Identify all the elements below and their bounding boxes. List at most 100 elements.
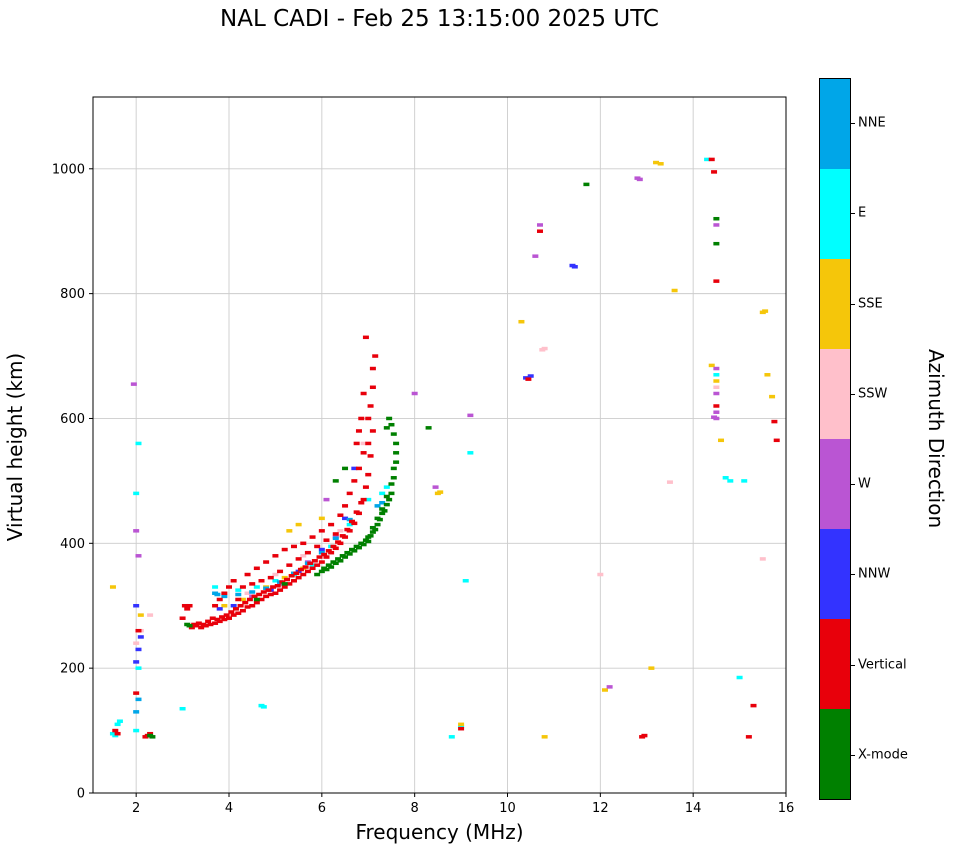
data-point bbox=[390, 466, 397, 471]
data-point bbox=[281, 582, 288, 586]
data-point bbox=[362, 485, 369, 489]
data-point bbox=[369, 385, 376, 390]
data-point bbox=[221, 594, 228, 599]
series-ssw bbox=[133, 346, 766, 645]
x-tick-label: 16 bbox=[778, 801, 795, 816]
data-point bbox=[360, 391, 367, 396]
data-point bbox=[263, 560, 270, 564]
data-point bbox=[133, 660, 140, 664]
data-point bbox=[302, 565, 309, 569]
data-point bbox=[346, 517, 353, 522]
data-point bbox=[256, 592, 263, 597]
data-point bbox=[133, 710, 140, 714]
y-tick-label: 1000 bbox=[52, 162, 85, 177]
data-point bbox=[355, 511, 362, 516]
data-point bbox=[207, 622, 214, 627]
data-point bbox=[212, 621, 219, 625]
data-point bbox=[374, 522, 381, 527]
data-point bbox=[212, 585, 219, 589]
data-point bbox=[736, 675, 743, 680]
series-nne bbox=[133, 500, 386, 714]
data-point bbox=[388, 422, 395, 427]
data-point bbox=[518, 319, 525, 324]
data-point bbox=[239, 597, 246, 602]
colorbar-tick bbox=[851, 123, 855, 125]
data-point bbox=[235, 592, 242, 597]
data-point bbox=[135, 697, 142, 702]
data-point bbox=[541, 346, 548, 351]
data-point bbox=[762, 309, 769, 313]
x-tick-label: 6 bbox=[318, 801, 326, 816]
chart-title: NAL CADI - Feb 25 13:15:00 2025 UTC bbox=[220, 6, 659, 32]
data-point bbox=[267, 592, 274, 597]
data-point bbox=[212, 603, 219, 608]
data-point bbox=[223, 613, 230, 617]
data-point bbox=[362, 335, 369, 340]
data-point bbox=[133, 728, 140, 733]
data-point bbox=[114, 722, 121, 727]
data-point bbox=[179, 616, 186, 620]
data-point bbox=[458, 724, 465, 728]
data-point bbox=[318, 550, 325, 555]
colorbar-tick bbox=[851, 393, 855, 395]
data-point bbox=[258, 597, 265, 602]
data-point bbox=[281, 585, 288, 589]
data-point bbox=[318, 547, 325, 552]
data-point bbox=[360, 451, 367, 455]
data-point bbox=[713, 379, 720, 383]
data-point bbox=[393, 460, 400, 464]
data-point bbox=[773, 438, 780, 443]
data-point bbox=[226, 616, 233, 620]
data-point bbox=[147, 613, 154, 617]
gridlines bbox=[93, 97, 787, 793]
data-point bbox=[337, 513, 344, 517]
data-point bbox=[425, 426, 432, 430]
data-point bbox=[239, 585, 246, 589]
data-point bbox=[713, 223, 720, 227]
colorbar-segment-nne bbox=[820, 79, 850, 169]
data-point bbox=[648, 666, 655, 670]
colorbar-tick bbox=[851, 754, 855, 756]
data-point bbox=[219, 615, 226, 619]
data-point bbox=[666, 480, 673, 484]
data-point bbox=[258, 579, 265, 583]
data-point bbox=[246, 597, 253, 602]
x-axis-label: Frequency (MHz) bbox=[355, 820, 524, 844]
data-point bbox=[300, 541, 307, 546]
data-point bbox=[379, 500, 386, 505]
data-point bbox=[244, 591, 251, 596]
data-point bbox=[367, 404, 374, 408]
data-point bbox=[332, 546, 339, 551]
data-point bbox=[272, 579, 279, 583]
data-point bbox=[722, 476, 729, 480]
series-vertical bbox=[112, 157, 780, 739]
data-point bbox=[149, 735, 156, 739]
data-point bbox=[379, 507, 386, 511]
data-point bbox=[750, 703, 757, 708]
data-point bbox=[367, 454, 374, 458]
data-point bbox=[216, 607, 223, 611]
data-point bbox=[130, 382, 137, 386]
data-point bbox=[342, 535, 349, 539]
data-point bbox=[260, 705, 267, 709]
data-point bbox=[657, 162, 664, 166]
data-point bbox=[342, 504, 349, 508]
data-point bbox=[272, 554, 279, 558]
series-w bbox=[130, 176, 720, 689]
data-point bbox=[135, 666, 142, 670]
data-point bbox=[235, 597, 242, 602]
data-point bbox=[704, 157, 711, 162]
data-point bbox=[713, 391, 720, 396]
data-point bbox=[332, 479, 339, 483]
data-point bbox=[369, 530, 376, 534]
data-point bbox=[244, 572, 251, 577]
data-point bbox=[351, 521, 358, 526]
data-point bbox=[713, 373, 720, 377]
data-point bbox=[713, 410, 720, 414]
data-point bbox=[314, 544, 321, 549]
data-point bbox=[309, 566, 316, 571]
x-tick-label: 8 bbox=[411, 801, 419, 816]
data-point bbox=[601, 688, 608, 692]
data-point bbox=[274, 584, 281, 588]
